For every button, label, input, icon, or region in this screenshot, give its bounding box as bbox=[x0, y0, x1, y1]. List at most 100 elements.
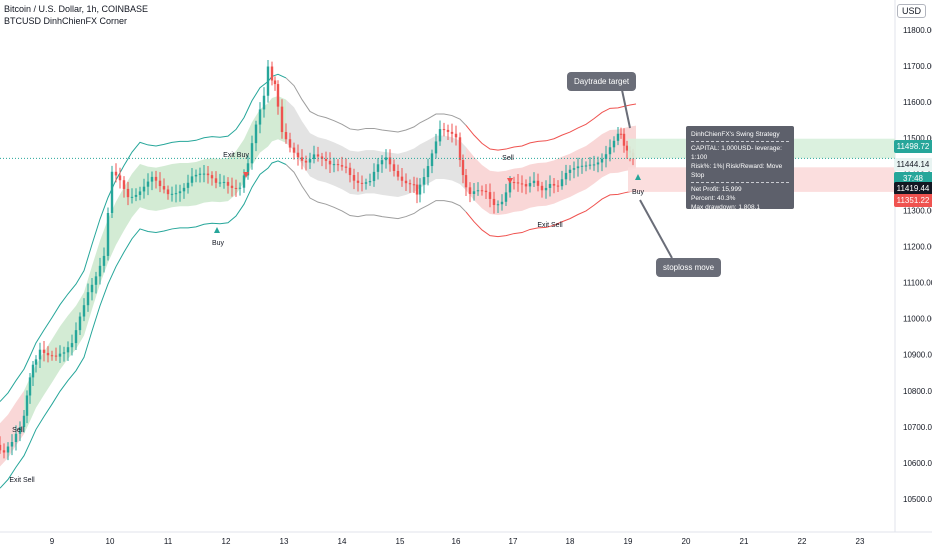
candle-body bbox=[464, 175, 468, 188]
candle-body bbox=[284, 132, 288, 140]
candle-body bbox=[162, 186, 166, 190]
candle-body bbox=[348, 167, 352, 176]
candle-body bbox=[300, 157, 304, 161]
y-tick-label: 10600.00 bbox=[903, 459, 932, 468]
x-tick-label: 15 bbox=[396, 537, 405, 546]
candle-body bbox=[364, 182, 368, 184]
candle-body bbox=[2, 450, 6, 453]
candle-body bbox=[206, 173, 210, 176]
candle-body bbox=[142, 186, 146, 192]
candle-body bbox=[442, 129, 446, 131]
candle-body bbox=[266, 66, 270, 96]
candle-body bbox=[42, 349, 46, 353]
strategy-title: DinhChienFX's Swing Strategy bbox=[691, 131, 780, 138]
candle-body bbox=[58, 353, 62, 357]
candle-body bbox=[528, 183, 532, 187]
candle-body bbox=[74, 330, 78, 344]
candle-body bbox=[430, 153, 434, 167]
candle-body bbox=[564, 172, 568, 180]
candle-body bbox=[496, 204, 500, 206]
candle-body bbox=[98, 265, 102, 277]
sell-arrow-icon bbox=[243, 172, 249, 178]
candle-body bbox=[504, 192, 508, 202]
candle-body bbox=[408, 183, 412, 185]
chart-title: Bitcoin / U.S. Dollar, 1h, COINBASE bbox=[4, 4, 149, 14]
candle-body bbox=[218, 182, 222, 184]
candle-body bbox=[170, 193, 174, 195]
candle-body bbox=[616, 133, 620, 141]
candle-body bbox=[352, 175, 356, 181]
candle-body bbox=[461, 160, 465, 176]
candle-body bbox=[276, 84, 280, 107]
target-pointer bbox=[621, 89, 631, 129]
candle-body bbox=[202, 173, 206, 175]
x-tick-label: 17 bbox=[509, 537, 518, 546]
candle-body bbox=[344, 166, 348, 168]
candle-body bbox=[596, 162, 600, 165]
y-tick-label: 10500.00 bbox=[903, 495, 932, 504]
candle-body bbox=[619, 133, 623, 135]
candle-body bbox=[0, 444, 2, 451]
candle-body bbox=[438, 129, 442, 142]
candle-body bbox=[182, 187, 186, 192]
candle-body bbox=[66, 347, 70, 353]
trade-label: Buy bbox=[632, 189, 645, 196]
stat-capital: CAPITAL: 1,000USD- leverage: 1:100 bbox=[691, 145, 782, 161]
candle-body bbox=[186, 182, 190, 188]
candle-body bbox=[158, 180, 162, 187]
trade-label: Buy bbox=[212, 240, 225, 247]
candle-body bbox=[296, 152, 300, 158]
candle-body bbox=[154, 176, 158, 181]
candle-body bbox=[556, 185, 560, 187]
divider bbox=[691, 141, 789, 142]
x-tick-label: 23 bbox=[856, 537, 865, 546]
candle-body bbox=[130, 196, 134, 198]
candle-body bbox=[472, 191, 476, 194]
candle-body bbox=[238, 187, 242, 189]
y-tick-label: 11300.00 bbox=[903, 206, 932, 215]
candle-body bbox=[540, 185, 544, 191]
candle-body bbox=[388, 157, 392, 165]
strategy-stats-box: DinhChienFX's Swing Strategy CAPITAL: 1,… bbox=[686, 126, 794, 220]
candle-body bbox=[316, 154, 320, 157]
candle-body bbox=[222, 181, 226, 183]
candle-body bbox=[82, 305, 86, 317]
buy-arrow-icon bbox=[214, 227, 220, 233]
candle-body bbox=[392, 164, 396, 171]
candle-body bbox=[110, 171, 114, 214]
candle-body bbox=[592, 164, 596, 166]
candle-body bbox=[328, 160, 332, 165]
candle-body bbox=[126, 188, 130, 198]
candle-body bbox=[70, 343, 74, 348]
candle-body bbox=[22, 415, 26, 428]
stoploss-pointer bbox=[639, 199, 673, 259]
candle-body bbox=[412, 184, 416, 186]
candle-body bbox=[458, 137, 462, 161]
y-tick-label: 10800.00 bbox=[903, 387, 932, 396]
candle-body bbox=[484, 190, 488, 193]
trade-label: Sell bbox=[12, 427, 24, 434]
price-tag-target: 11498.72 bbox=[894, 140, 932, 153]
candle-body bbox=[234, 187, 238, 189]
candle-body bbox=[500, 201, 504, 205]
candle-body bbox=[418, 184, 422, 195]
candle-body bbox=[38, 349, 42, 360]
candle-body bbox=[508, 182, 512, 193]
candle-body bbox=[396, 170, 400, 177]
bull-band bbox=[24, 95, 286, 435]
y-tick-label: 11700.00 bbox=[903, 62, 932, 71]
trade-label: Sell bbox=[502, 155, 514, 162]
candle-body bbox=[250, 143, 254, 164]
y-tick-label: 11500.00 bbox=[903, 134, 932, 143]
candle-body bbox=[476, 190, 480, 192]
y-tick-label: 11100.00 bbox=[903, 279, 932, 288]
stat-max-drawdown: Max drawdown: 1,808.1 bbox=[691, 204, 761, 211]
y-tick-label: 11200.00 bbox=[903, 242, 932, 251]
candle-body bbox=[426, 166, 430, 178]
candle-body bbox=[146, 181, 150, 187]
currency-button[interactable]: USD bbox=[896, 4, 926, 18]
stat-net-profit: Net Profit: 15,999 bbox=[691, 186, 742, 193]
candle-body bbox=[622, 133, 626, 146]
bear-band bbox=[0, 390, 24, 467]
